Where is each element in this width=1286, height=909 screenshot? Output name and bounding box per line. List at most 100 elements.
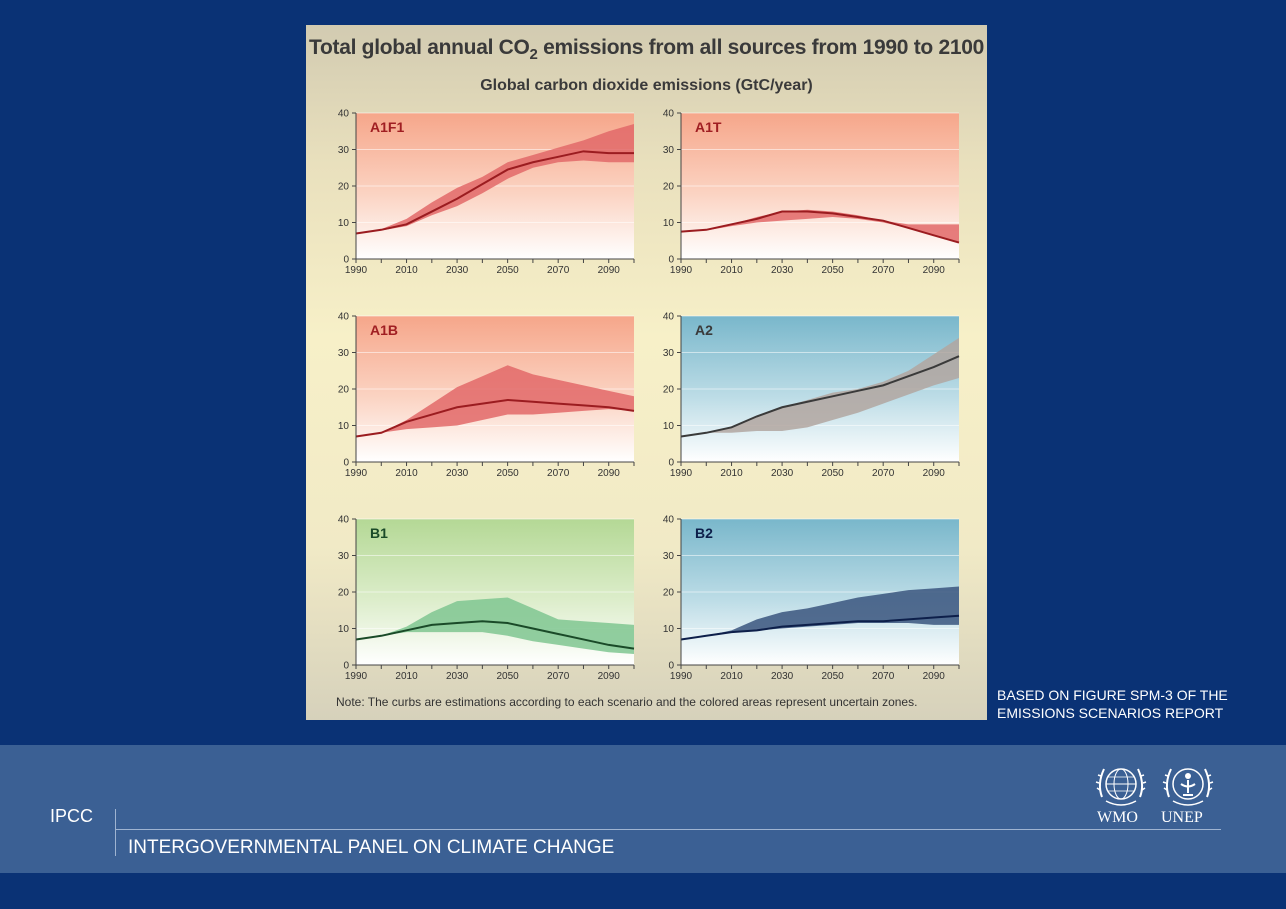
x-tick-label: 1990 [345, 671, 368, 682]
y-tick-label: 10 [338, 624, 350, 635]
y-tick-label: 20 [338, 588, 350, 599]
y-tick-label: 30 [338, 145, 350, 156]
x-tick-label: 2010 [720, 468, 743, 479]
y-tick-label: 40 [338, 515, 350, 526]
x-tick-label: 2090 [923, 671, 946, 682]
scenario-label: B2 [695, 525, 713, 541]
y-tick-label: 30 [338, 348, 350, 359]
y-tick-label: 0 [343, 661, 349, 672]
source-line-1: BASED ON FIGURE SPM-3 OF THE [997, 687, 1228, 703]
unep-emblem-icon [1162, 768, 1214, 806]
y-tick-label: 0 [668, 458, 674, 469]
globe-wreath-icon [1095, 768, 1147, 806]
y-tick-label: 20 [663, 385, 675, 396]
x-tick-label: 2030 [446, 265, 469, 276]
scenario-label: A1F1 [370, 119, 404, 135]
y-tick-label: 10 [663, 421, 675, 432]
x-tick-label: 2010 [720, 671, 743, 682]
x-tick-label: 1990 [670, 468, 693, 479]
x-tick-label: 2050 [822, 671, 845, 682]
scenario-label: A1B [370, 322, 398, 338]
footer-divider-horizontal [115, 829, 1221, 830]
title-text: Total global annual CO [309, 36, 530, 59]
y-tick-label: 10 [338, 421, 350, 432]
x-tick-label: 1990 [345, 265, 368, 276]
uncertainty-band [356, 123, 634, 234]
scenario-line [680, 355, 960, 438]
y-tick-label: 40 [663, 312, 675, 323]
x-tick-label: 2090 [598, 671, 621, 682]
title-subscript: 2 [529, 46, 538, 64]
ipcc-full-name: INTERGOVERNMENTAL PANEL ON CLIMATE CHANG… [128, 837, 615, 858]
y-tick-label: 20 [338, 385, 350, 396]
unep-label: UNEP [1161, 809, 1203, 826]
y-tick-label: 20 [663, 588, 675, 599]
uncertainty-band [681, 337, 959, 437]
scenario-label: A2 [695, 322, 713, 338]
figure-subtitle: Global carbon dioxide emissions (GtC/yea… [480, 77, 813, 94]
ipcc-acronym: IPCC [50, 806, 94, 826]
x-tick-label: 2030 [771, 671, 794, 682]
x-tick-label: 2070 [547, 265, 570, 276]
x-tick-label: 2010 [720, 265, 743, 276]
footer-bar: IPCC INTERGOVERNMENTAL PANEL ON CLIMATE … [0, 745, 1286, 873]
x-tick-label: 2050 [497, 265, 520, 276]
y-tick-label: 10 [663, 218, 675, 229]
y-tick-label: 30 [338, 551, 350, 562]
scenario-line [680, 210, 960, 244]
x-tick-label: 2070 [872, 468, 895, 479]
uncertainty-band [681, 586, 959, 640]
x-tick-label: 2010 [395, 671, 418, 682]
y-tick-label: 30 [663, 551, 675, 562]
figure-panel: Total global annual CO2 emissions from a… [306, 25, 987, 720]
y-tick-label: 40 [663, 109, 675, 120]
x-tick-label: 2050 [497, 671, 520, 682]
x-tick-label: 2050 [822, 265, 845, 276]
scenario-line [355, 398, 635, 438]
y-tick-label: 0 [668, 661, 674, 672]
y-tick-label: 0 [343, 458, 349, 469]
x-tick-label: 2090 [923, 265, 946, 276]
x-tick-label: 2070 [547, 468, 570, 479]
y-tick-label: 0 [343, 255, 349, 266]
x-tick-label: 2050 [497, 468, 520, 479]
x-tick-label: 2090 [598, 265, 621, 276]
uncertainty-band [356, 597, 634, 655]
y-tick-label: 40 [338, 312, 350, 323]
y-tick-label: 40 [663, 515, 675, 526]
x-tick-label: 1990 [345, 468, 368, 479]
y-tick-label: 10 [663, 624, 675, 635]
y-tick-label: 20 [663, 182, 675, 193]
x-tick-label: 1990 [670, 671, 693, 682]
x-tick-label: 2010 [395, 265, 418, 276]
x-tick-label: 2030 [446, 671, 469, 682]
scenario-label: B1 [370, 525, 388, 541]
x-tick-label: 2030 [771, 265, 794, 276]
wmo-label: WMO [1097, 809, 1138, 826]
x-tick-label: 2030 [771, 468, 794, 479]
x-tick-label: 2050 [822, 468, 845, 479]
x-tick-label: 1990 [670, 265, 693, 276]
x-tick-label: 2090 [598, 468, 621, 479]
x-tick-label: 2030 [446, 468, 469, 479]
y-tick-label: 10 [338, 218, 350, 229]
source-line-2: EMISSIONS SCENARIOS REPORT [997, 705, 1224, 721]
y-tick-label: 30 [663, 348, 675, 359]
x-tick-label: 2070 [547, 671, 570, 682]
x-tick-label: 2070 [872, 265, 895, 276]
scenario-line [355, 620, 635, 650]
y-tick-label: 30 [663, 145, 675, 156]
footer-divider-vertical [115, 809, 116, 856]
title-text-rest: emissions from all sources from 1990 to … [537, 36, 984, 59]
scenario-label: A1T [695, 119, 722, 135]
x-tick-label: 2070 [872, 671, 895, 682]
figure-note: Note: The curbs are estimations accordin… [336, 695, 918, 709]
scenario-line [680, 614, 960, 641]
y-tick-label: 40 [338, 109, 350, 120]
